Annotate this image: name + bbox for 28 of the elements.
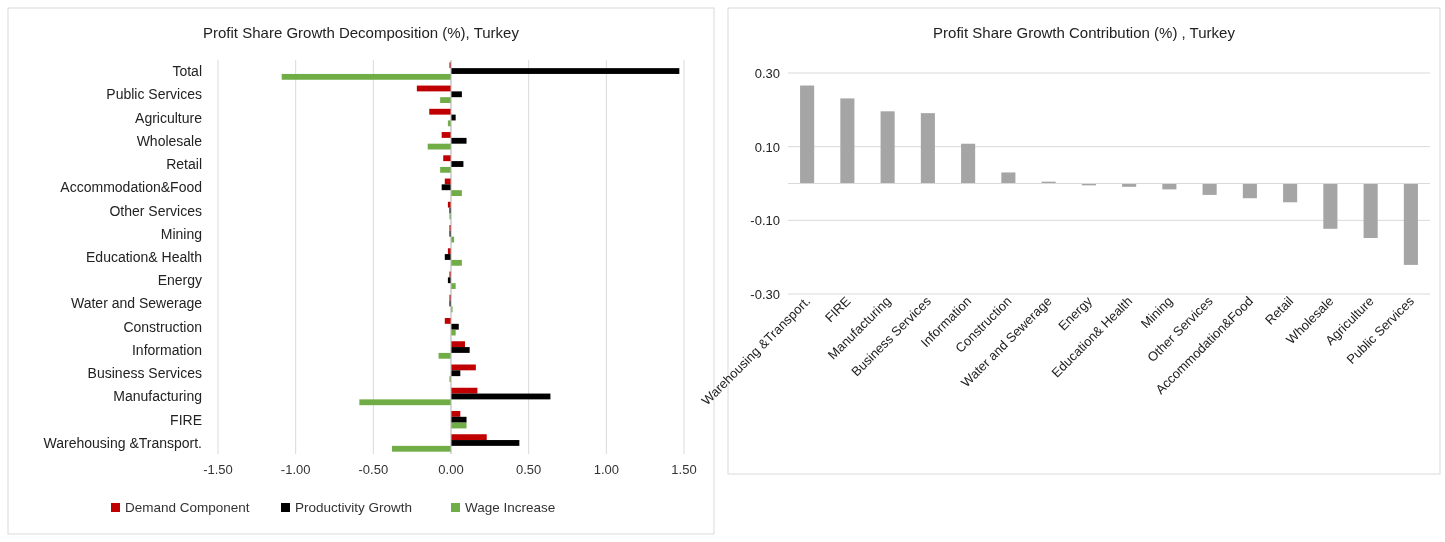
x-tick-label: 1.00 xyxy=(593,462,619,477)
x-tick-label: -0.50 xyxy=(358,462,389,477)
x-tick-label: 0.00 xyxy=(438,462,464,477)
chart-title: Profit Share Growth Contribution (%) , Turkey xyxy=(933,24,1236,41)
y-tick-label: Total xyxy=(172,63,202,80)
y-tick-label: 0.10 xyxy=(754,139,780,155)
y-tick-label: Retail xyxy=(166,156,202,173)
y-tick-label: Energy xyxy=(157,272,202,289)
y-tick-label: Education& Health xyxy=(86,249,202,265)
y-tick-label: Other Services xyxy=(109,202,202,219)
y-tick-label: -0.10 xyxy=(750,213,780,229)
y-tick-label: Accommodation&Food xyxy=(60,179,202,196)
y-tick-label: Wholesale xyxy=(136,132,203,149)
y-tick-label: 0.30 xyxy=(754,66,780,81)
y-tick-label: FIRE xyxy=(170,411,202,428)
y-tick-label: Agriculture xyxy=(135,109,203,126)
legend-label: Demand Component xyxy=(125,500,250,515)
legend-label: Wage Increase xyxy=(465,500,556,515)
chart-title: Profit Share Growth Decomposition (%), Turkey xyxy=(203,24,520,41)
y-tick-label: Warehousing &Transport. xyxy=(43,434,202,451)
x-tick-label: 0.50 xyxy=(516,462,542,477)
y-tick-label: Public Services xyxy=(106,86,202,103)
y-tick-label: -0.30 xyxy=(750,287,780,302)
x-tick-label: 1.50 xyxy=(671,462,697,477)
x-tick-label: -1.50 xyxy=(203,462,233,477)
legend-label: Productivity Growth xyxy=(295,500,413,515)
y-tick-label: Mining xyxy=(160,225,202,242)
x-tick-label: -1.00 xyxy=(280,462,311,477)
